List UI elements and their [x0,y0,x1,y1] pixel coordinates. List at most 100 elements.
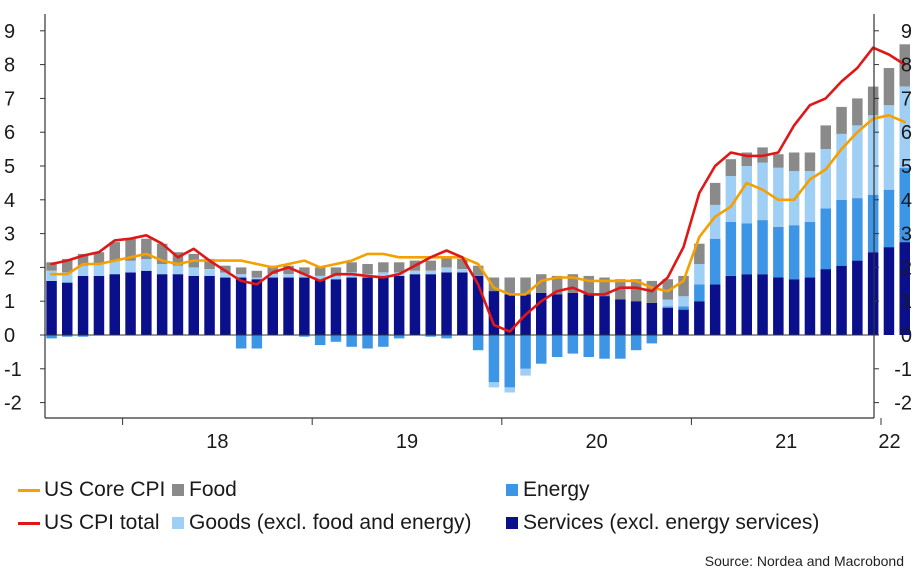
xtick-label-22: 22 [878,431,900,453]
bar-services-2 [77,275,89,335]
bar-energy-33 [567,335,579,354]
legend-food-swatch [172,484,184,496]
ytick-label-right-6: 4 [901,190,912,212]
legend-core-label: US Core CPI [44,478,166,501]
bar-services-39 [662,308,673,335]
bar-energy-30 [520,335,531,369]
bar-food-41 [694,243,705,264]
bar-energy-44 [741,223,752,275]
bar-energy-32 [551,335,563,357]
legend-energy-swatch [506,484,518,496]
bar-services-36 [615,299,626,335]
bar-energy-0 [46,335,57,339]
bar-goods-26 [457,269,468,273]
bar-food-10 [204,258,215,269]
bar-services-51 [852,260,863,335]
bar-services-14 [267,277,278,335]
bar-goods-41 [694,264,705,285]
legend-services-swatch [506,517,518,529]
bar-services-10 [204,275,215,335]
bar-services-44 [741,274,752,335]
bar-goods-14 [267,274,278,278]
ytick-label-left-3: 1 [4,291,15,313]
bar-services-15 [283,277,294,335]
bar-goods-39 [662,299,673,307]
bar-food-47 [788,152,800,172]
bar-energy-45 [757,220,768,275]
legend-services-label: Services (excl. energy services) [523,511,820,534]
ytick-label-left-8: 6 [4,122,15,144]
bar-food-53 [883,68,895,106]
legend-total-label: US CPI total [44,511,160,534]
bar-energy-22 [393,335,405,339]
bar-services-47 [788,279,800,335]
bar-food-7 [156,243,168,264]
bar-food-48 [804,152,816,172]
bar-food-16 [299,267,310,275]
bar-services-23 [409,274,421,335]
ytick-label-right-3: 1 [901,291,912,313]
bar-food-13 [251,270,263,278]
bar-goods-12 [235,274,247,278]
bar-services-29 [504,294,515,335]
bar-food-17 [314,267,326,276]
bar-services-49 [820,269,831,335]
bar-goods-2 [77,265,89,276]
bar-services-53 [883,247,895,335]
bar-energy-48 [804,221,816,278]
ytick-label-right-1: -1 [894,359,912,381]
bar-services-48 [804,277,816,335]
line-total [50,46,907,333]
bar-food-19 [346,262,357,273]
bar-services-33 [567,292,579,336]
bar-goods-17 [314,275,326,280]
bar-energy-51 [852,198,863,261]
bar-services-35 [599,296,610,335]
bar-energy-31 [536,335,547,364]
bar-goods-29 [504,387,515,393]
bar-services-41 [694,301,705,335]
bar-services-46 [773,277,784,335]
bar-goods-6 [141,258,152,271]
bar-services-52 [867,252,879,335]
bar-goods-10 [204,269,215,276]
bar-services-17 [314,279,326,335]
bar-goods-3 [93,264,105,276]
bar-food-6 [141,238,152,259]
bar-goods-50 [836,133,847,200]
bar-food-36 [615,279,626,300]
bar-services-50 [836,265,847,335]
bar-services-25 [441,272,452,335]
legend-goods-swatch [172,517,184,529]
bar-services-11 [220,277,231,335]
legend-goods-label: Goods (excl. food and energy) [189,511,472,534]
xtick-label-18: 18 [206,431,228,453]
legend-services: Services (excl. energy services) [506,511,819,535]
bar-food-39 [662,279,673,300]
bar-food-35 [599,277,610,297]
bar-goods-16 [299,274,310,278]
ytick-label-left-10: 8 [4,55,15,77]
xtick-label-21: 21 [775,431,797,453]
bar-services-16 [299,277,310,335]
bar-food-29 [504,277,515,295]
ytick-label-left-5: 3 [4,224,15,246]
bar-food-0 [46,262,57,271]
bar-energy-19 [346,335,357,347]
bar-goods-1 [62,272,73,283]
bar-services-54 [899,242,910,335]
bar-energy-13 [251,335,263,349]
bar-energy-25 [441,335,452,339]
bar-goods-45 [757,162,768,221]
bar-food-51 [852,98,863,126]
legend-goods: Goods (excl. food and energy) [172,511,472,535]
bar-services-24 [425,274,436,335]
bars-layer [46,44,910,393]
bar-goods-42 [709,204,721,239]
bar-services-37 [630,301,642,335]
bar-food-1 [62,258,73,273]
bar-food-11 [220,265,231,273]
bar-food-33 [567,274,579,293]
bar-goods-8 [172,265,184,275]
bar-food-24 [425,260,436,271]
